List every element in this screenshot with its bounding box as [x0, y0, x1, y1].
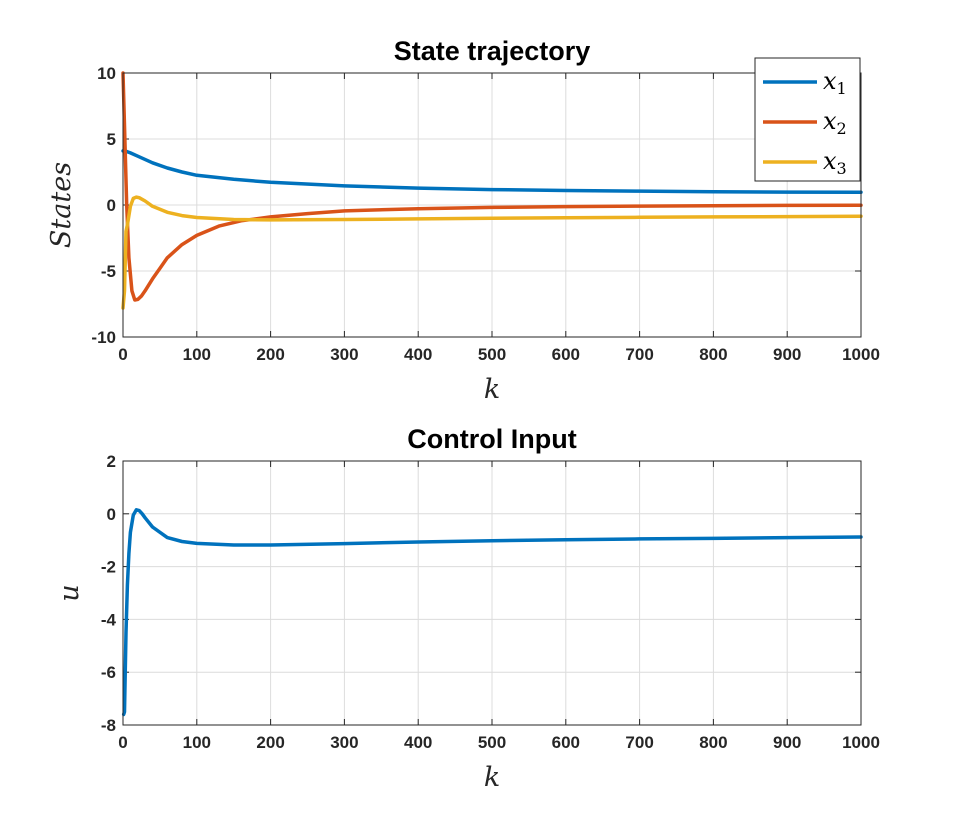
x-tick-label: 400 — [404, 733, 432, 752]
legend-entry-name: x — [823, 147, 837, 175]
x-tick-label: 800 — [699, 733, 727, 752]
x-tick-label: 0 — [118, 345, 127, 364]
legend-entry-subscript: 1 — [837, 79, 847, 98]
x-tick-label: 300 — [330, 345, 358, 364]
x-tick-label: 500 — [478, 733, 506, 752]
y-tick-label: -5 — [101, 262, 116, 281]
control-input-axes: 0 100 200 300 400 500 600 700 800 900 1000 -8 -6 -4 -2… — [54, 424, 880, 793]
chart-title: State trajectory — [394, 36, 591, 66]
legend-entry: x1 — [823, 67, 847, 98]
x-tick-label: 100 — [183, 733, 211, 752]
legend-entry: x3 — [823, 147, 847, 178]
x-axis-label: k — [484, 762, 500, 793]
y-tick-label: -6 — [101, 663, 116, 682]
x-tick-label: 700 — [625, 733, 653, 752]
state-trajectory-axes: 0 100 200 300 400 500 600 700 800 900 1000 -10 -5 0 5 1… — [46, 36, 880, 405]
series-line-2 — [121, 71, 863, 302]
x-tick-label: 100 — [183, 345, 211, 364]
x-tick-label: 400 — [404, 345, 432, 364]
legend-entry-name: x — [823, 107, 837, 135]
plot-frame — [122, 72, 862, 338]
y-tick-label: 0 — [107, 505, 116, 524]
axis-ticks: 0 100 200 300 400 500 600 700 800 900 1000 -10 -5 0 5 1… — [91, 64, 879, 364]
x-tick-label: 0 — [118, 733, 127, 752]
y-tick-label: 5 — [107, 130, 116, 149]
x-tick-label: 1000 — [842, 733, 880, 752]
x-tick-label: 300 — [330, 733, 358, 752]
x-tick-label: 900 — [773, 345, 801, 364]
y-tick-label: -4 — [101, 610, 117, 629]
x-tick-label: 600 — [552, 733, 580, 752]
series-lines — [121, 508, 863, 717]
series-lines — [121, 71, 863, 310]
y-tick-label: 0 — [107, 196, 116, 215]
legend-entry-subscript: 3 — [837, 159, 847, 178]
x-tick-label: 1000 — [842, 345, 880, 364]
y-tick-label: 10 — [97, 64, 116, 83]
x-tick-label: 500 — [478, 345, 506, 364]
y-tick-label: -8 — [101, 716, 116, 735]
series-line-1 — [121, 508, 863, 717]
x-tick-label: 600 — [552, 345, 580, 364]
y-tick-label: -2 — [101, 558, 116, 577]
x-tick-label: 900 — [773, 733, 801, 752]
y-axis-label: u — [54, 584, 85, 601]
chart-title: Control Input — [407, 424, 576, 454]
x-tick-label: 200 — [256, 733, 284, 752]
axis-ticks: 0 100 200 300 400 500 600 700 800 900 1000 -8 -6 -4 -2… — [101, 452, 880, 752]
plot-frame — [122, 460, 862, 726]
x-tick-label: 200 — [256, 345, 284, 364]
y-axis-label: States — [46, 162, 77, 248]
series-line-3 — [121, 195, 863, 310]
x-tick-label: 800 — [699, 345, 727, 364]
legend-entry: x2 — [823, 107, 847, 138]
legend-entry-name: x — [823, 67, 837, 95]
y-tick-label: 2 — [107, 452, 116, 471]
series-line-1 — [121, 149, 863, 195]
y-tick-label: -10 — [91, 328, 116, 347]
legend-entry-subscript: 2 — [837, 119, 847, 138]
x-tick-label: 700 — [625, 345, 653, 364]
x-axis-label: k — [484, 374, 500, 405]
